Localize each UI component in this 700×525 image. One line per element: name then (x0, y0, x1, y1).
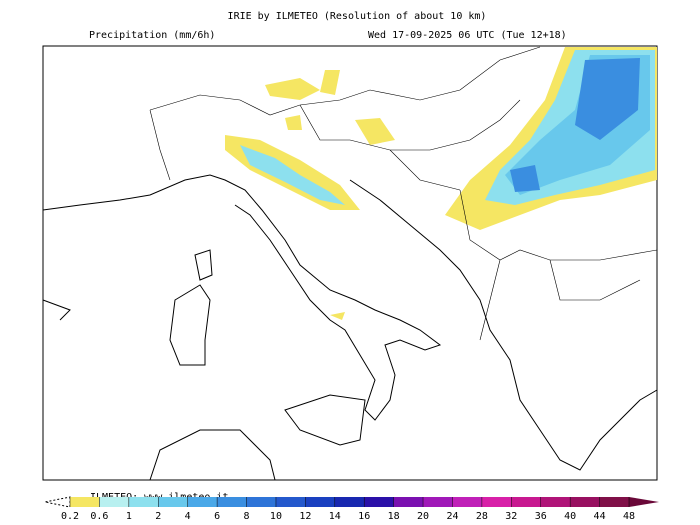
precipitation (225, 47, 657, 320)
valid-time: Wed 17-09-2025 06 UTC (Tue 12+18) (368, 30, 567, 41)
colorbar-tick-label: 28 (476, 511, 488, 522)
colorbar-swatch (217, 497, 247, 507)
title: IRIE by ILMETEO (Resolution of about 10 … (228, 11, 487, 22)
colorbar-tick-label: 2 (155, 511, 161, 522)
colorbar-arrow-left (44, 496, 71, 508)
colorbar-tick-label: 6 (214, 511, 220, 522)
colorbar-tick-label: 16 (358, 511, 370, 522)
field-label: Precipitation (mm/6h) (89, 30, 215, 41)
colorbar-tick-label: 40 (564, 511, 576, 522)
colorbar-swatch (540, 497, 571, 507)
colorbar-swatch (246, 497, 276, 507)
colorbar-swatch (570, 497, 600, 507)
colorbar-swatch (393, 497, 424, 507)
colorbar-tick-label: 12 (299, 511, 311, 522)
colorbar-swatch (423, 497, 453, 507)
colorbar-swatch (511, 497, 541, 507)
colorbar-arrow-right (629, 497, 659, 507)
colorbar-tick-label: 32 (505, 511, 517, 522)
colorbar-tick-label: 0.6 (90, 511, 108, 522)
colorbar-swatch (158, 497, 188, 507)
colorbar-swatch (364, 497, 394, 507)
colorbar-tick-label: 44 (594, 511, 606, 522)
colorbar-tick-label: 48 (623, 511, 635, 522)
colorbar-swatch (599, 497, 629, 507)
colorbar-tick-label: 10 (270, 511, 282, 522)
colorbar-tick-label: 0.2 (61, 511, 79, 522)
colorbar-swatch (70, 497, 100, 507)
colorbar-swatch (452, 497, 482, 507)
colorbar-tick-label: 18 (388, 511, 400, 522)
colorbar-swatch (99, 497, 129, 507)
colorbar-swatch (305, 497, 335, 507)
colorbar-swatch (187, 497, 218, 507)
colorbar-swatch (128, 497, 159, 507)
colorbar: 0.2 0.6 1 2 4 6 8 10 12 14 16 18 20 24 28 32 36 40 44 48 (44, 496, 659, 522)
colorbar-tick-label: 14 (329, 511, 341, 522)
colorbar-swatch (481, 497, 512, 507)
colorbar-tick-label: 20 (417, 511, 429, 522)
colorbar-swatch (275, 497, 306, 507)
colorbar-tick-label: 1 (126, 511, 132, 522)
colorbar-tick-label: 8 (244, 511, 250, 522)
colorbar-swatch (334, 497, 365, 507)
colorbar-tick-label: 4 (185, 511, 191, 522)
coastlines (42, 174, 658, 481)
borders (149, 46, 658, 341)
colorbar-tick-label: 24 (446, 511, 458, 522)
colorbar-tick-label: 36 (535, 511, 547, 522)
